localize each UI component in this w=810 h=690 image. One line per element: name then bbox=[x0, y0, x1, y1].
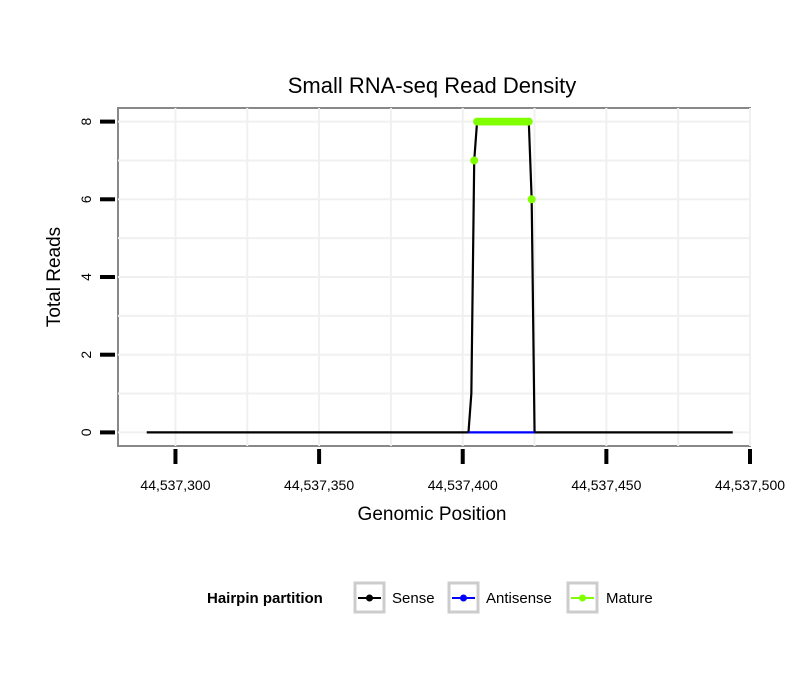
legend-marker-mature bbox=[579, 594, 586, 602]
x-axis-label: Genomic Position bbox=[358, 504, 507, 525]
legend-label-antisense: Antisense bbox=[486, 590, 552, 607]
mature-point bbox=[524, 117, 533, 126]
y-axis-label: Total Reads bbox=[44, 227, 65, 327]
y-tick-label: 2 bbox=[78, 351, 94, 359]
legend: Hairpin partition Sense Antisense Mature bbox=[207, 581, 653, 614]
mature-point bbox=[470, 156, 479, 165]
x-tick-label: 44,537,300 bbox=[140, 477, 210, 493]
x-tick-label: 44,537,450 bbox=[571, 477, 641, 493]
y-tick-label: 8 bbox=[78, 117, 94, 125]
y-axis: 0 2 4 6 8 bbox=[78, 117, 115, 436]
legend-item-antisense: Antisense bbox=[447, 581, 552, 614]
chart-title: Small RNA-seq Read Density bbox=[288, 73, 577, 98]
legend-item-sense: Sense bbox=[353, 581, 435, 614]
y-tick-label: 0 bbox=[78, 428, 94, 436]
y-tick-label: 4 bbox=[78, 273, 94, 281]
x-tick-label: 44,537,500 bbox=[715, 477, 785, 493]
x-tick-label: 44,537,400 bbox=[428, 477, 498, 493]
legend-title: Hairpin partition bbox=[207, 590, 323, 607]
legend-marker-antisense bbox=[460, 594, 467, 602]
legend-marker-sense bbox=[366, 594, 373, 602]
legend-item-mature: Mature bbox=[566, 581, 653, 614]
x-axis: 44,537,300 44,537,350 44,537,400 44,537,450… bbox=[140, 449, 785, 493]
legend-label-mature: Mature bbox=[606, 590, 653, 607]
legend-label-sense: Sense bbox=[392, 590, 435, 607]
x-tick-label: 44,537,350 bbox=[284, 477, 354, 493]
series-layer bbox=[146, 117, 733, 434]
y-tick-label: 6 bbox=[78, 195, 94, 203]
mature-point bbox=[527, 195, 536, 204]
